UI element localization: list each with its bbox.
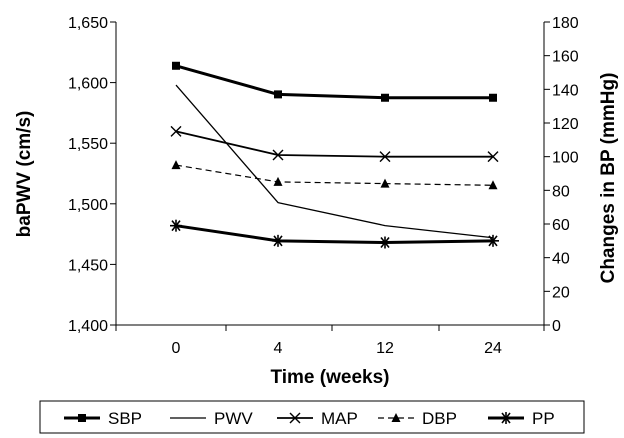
left-y-tick-label: 1,450 bbox=[68, 257, 108, 274]
series-map bbox=[170, 125, 499, 163]
left-y-tick-label: 1,400 bbox=[68, 318, 108, 335]
data-point-pp bbox=[379, 236, 391, 249]
legend-marker-map bbox=[289, 412, 301, 424]
series-line-map bbox=[175, 130, 493, 158]
x-tick-label: 24 bbox=[484, 340, 502, 357]
right-y-tick-label: 60 bbox=[552, 217, 570, 234]
legend-label-map: MAP bbox=[321, 409, 358, 428]
legend: SBP PWV MAP DBP PP bbox=[39, 400, 585, 434]
series-layer bbox=[170, 61, 499, 249]
right-y-tick-label: 140 bbox=[552, 82, 579, 99]
series-line-sbp bbox=[175, 64, 493, 100]
data-point-map bbox=[379, 151, 391, 163]
x-axis-title: Time (weeks) bbox=[271, 367, 390, 388]
data-point-sbp bbox=[489, 93, 497, 102]
right-y-tick-label: 20 bbox=[552, 284, 570, 301]
left-y-tick-label: 1,600 bbox=[68, 76, 108, 93]
legend-label-pwv: PWV bbox=[214, 409, 253, 428]
data-point-dbp bbox=[171, 160, 181, 170]
left-y-axis-title: baPWV (cm/s) bbox=[14, 111, 35, 238]
right-y-tick-label: 0 bbox=[552, 318, 561, 335]
data-point-sbp bbox=[381, 93, 389, 102]
data-point-dbp bbox=[488, 180, 498, 190]
legend-label-pp: PP bbox=[532, 409, 555, 428]
series-pp bbox=[170, 219, 499, 249]
data-point-sbp bbox=[172, 61, 180, 70]
x-tick-label: 0 bbox=[172, 340, 181, 357]
data-point-pp bbox=[272, 234, 284, 247]
legend-label-dbp: DBP bbox=[422, 409, 457, 428]
data-point-dbp bbox=[380, 178, 390, 188]
left-y-tick-label: 1,500 bbox=[68, 197, 108, 214]
right-y-axis-title: Changes in BP (mmHg) bbox=[598, 73, 619, 284]
series-sbp bbox=[172, 61, 497, 102]
data-point-map bbox=[170, 125, 182, 137]
right-y-tick-label: 80 bbox=[552, 183, 570, 200]
series-line-dbp bbox=[175, 164, 494, 186]
data-point-sbp bbox=[274, 90, 282, 99]
right-y-tick-label: 120 bbox=[552, 116, 579, 133]
right-y-tick-label: 100 bbox=[552, 150, 579, 167]
axes: 1,4001,4501,5001,5501,6001,6500204060801… bbox=[68, 15, 579, 357]
data-point-pp bbox=[487, 234, 499, 247]
legend-marker-pp bbox=[500, 412, 512, 424]
left-y-tick-label: 1,550 bbox=[68, 136, 108, 153]
right-y-tick-label: 160 bbox=[552, 49, 579, 66]
legend-label-sbp: SBP bbox=[108, 409, 142, 428]
right-y-tick-label: 40 bbox=[552, 251, 570, 268]
x-tick-label: 12 bbox=[376, 340, 394, 357]
left-y-tick-label: 1,650 bbox=[68, 15, 108, 32]
legend-marker-sbp bbox=[78, 414, 86, 422]
x-tick-label: 4 bbox=[274, 340, 283, 357]
data-point-dbp bbox=[273, 176, 283, 186]
series-line-pwv bbox=[175, 84, 494, 239]
data-point-map bbox=[487, 151, 499, 163]
series-line-pp bbox=[175, 224, 494, 245]
series-pwv bbox=[175, 84, 494, 239]
data-point-pp bbox=[170, 219, 182, 232]
data-point-map bbox=[272, 149, 284, 161]
legend-marker-dbp bbox=[391, 413, 401, 422]
series-dbp bbox=[171, 160, 498, 190]
right-y-tick-label: 180 bbox=[552, 15, 579, 32]
